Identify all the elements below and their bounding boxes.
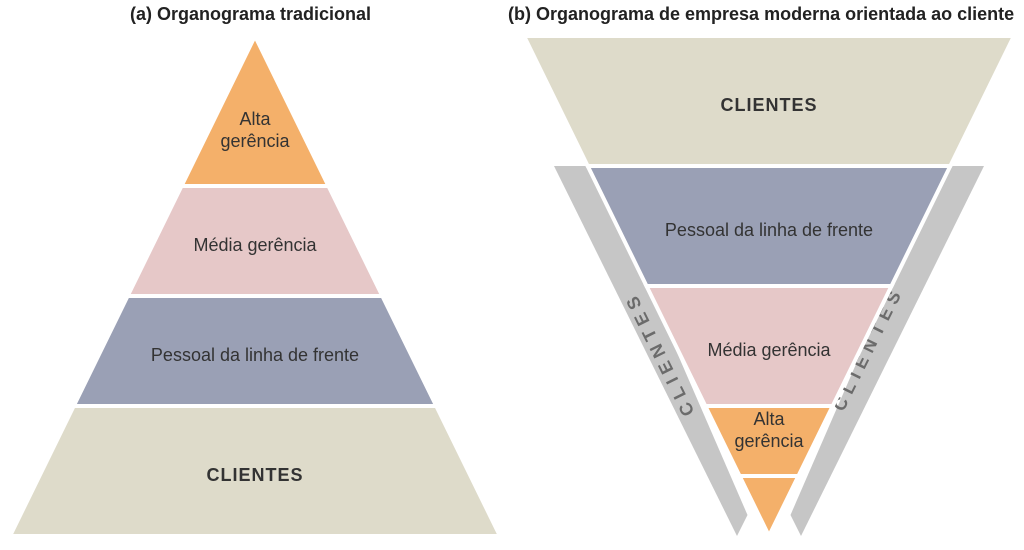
title-b: (b) Organograma de empresa moderna orien… bbox=[508, 4, 1014, 25]
figure: (a) Organograma tradicional (b) Organogr… bbox=[0, 0, 1024, 550]
pyramid-modern: CLIENTESCLIENTES CLIENTESPessoal da linh… bbox=[524, 36, 1014, 546]
svg-text:Média gerência: Média gerência bbox=[707, 340, 831, 360]
svg-text:Média gerência: Média gerência bbox=[193, 235, 317, 255]
svg-text:Pessoal da linha de frente: Pessoal da linha de frente bbox=[665, 220, 873, 240]
svg-text:CLIENTES: CLIENTES bbox=[206, 465, 303, 485]
svg-text:CLIENTES: CLIENTES bbox=[720, 95, 817, 115]
svg-text:Pessoal da linha de frente: Pessoal da linha de frente bbox=[151, 345, 359, 365]
pyramid-traditional: AltagerênciaMédia gerênciaPessoal da lin… bbox=[10, 36, 500, 546]
title-a: (a) Organograma tradicional bbox=[130, 4, 371, 25]
